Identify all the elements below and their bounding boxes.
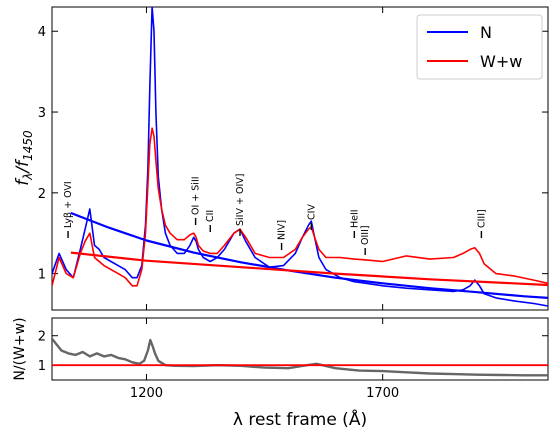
top-y-tick-label: 1	[38, 268, 46, 283]
x-axis-label: λ rest frame (Å)	[233, 408, 367, 430]
annotation-label: SiIV + OIV]	[235, 174, 246, 226]
top-plot-area	[52, 7, 548, 307]
annotation-label: OIII]	[360, 225, 371, 245]
annotation-label: CII	[205, 210, 216, 222]
top-panel-frame	[51, 6, 549, 311]
annotation-label: Lyβ + OVI	[63, 181, 74, 228]
series-line-n-continuum	[70, 211, 548, 299]
annotation-label: HeII	[349, 209, 360, 228]
bottom-y-tick-label: 2	[38, 330, 46, 345]
series-line-n	[52, 7, 548, 307]
bottom-x-ticks: 1200 1700	[130, 318, 399, 401]
series-line-ratio	[52, 337, 548, 377]
top-x-ticks	[145, 7, 384, 310]
bottom-panel: 1 2 1200 1700 N/(W+w) λ rest frame (Å)	[12, 317, 549, 430]
annotation-label: CIV	[306, 204, 317, 220]
series-line-w-w-continuum	[70, 251, 548, 287]
legend-label-n: N	[480, 23, 492, 42]
bottom-x-tick-label: 1200	[130, 386, 163, 401]
annotation-label: NIV]	[277, 220, 288, 240]
annotation-label: CIII]	[476, 209, 487, 228]
top-y-tick-label: 3	[38, 106, 46, 121]
bottom-panel-frame	[51, 317, 549, 381]
bottom-y-axis-label: N/(W+w)	[12, 317, 28, 380]
top-y-tick-label: 2	[38, 187, 46, 202]
legend: N W+w	[416, 14, 543, 80]
bottom-plot-area	[52, 337, 548, 377]
bottom-y-tick-label: 1	[38, 359, 46, 374]
bottom-x-tick-label: 1700	[366, 386, 399, 401]
top-y-tick-label: 4	[38, 25, 46, 40]
legend-label-ww: W+w	[480, 52, 522, 71]
top-y-axis-label: fλ/f1450	[13, 130, 35, 186]
top-y-ticks: 1 2 3 4	[38, 25, 548, 283]
annotation-label: OI + SiII	[191, 176, 202, 215]
series-line-w-w	[52, 127, 548, 287]
